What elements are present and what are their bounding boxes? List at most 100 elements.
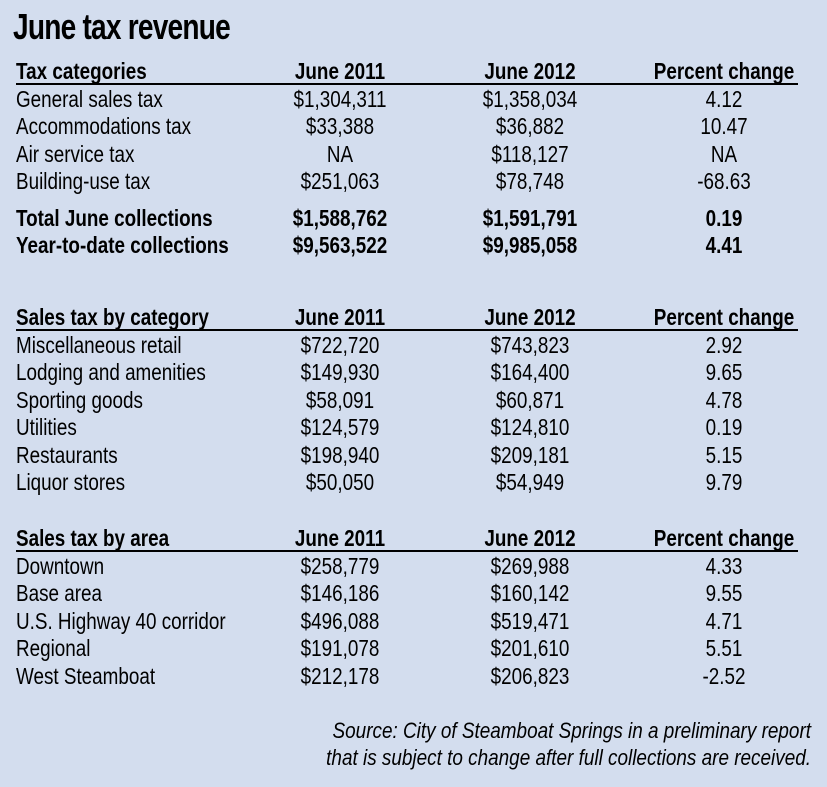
row-label: Accommodations tax xyxy=(16,113,192,139)
header-june-2011: June 2011 xyxy=(294,525,386,551)
value-2012: $164,400 xyxy=(490,359,570,385)
row-label: Downtown xyxy=(16,552,105,579)
value-2011: $124,579 xyxy=(300,414,380,440)
percent-change: 10.47 xyxy=(700,113,748,139)
value-2011: $149,930 xyxy=(300,359,380,385)
value-2012: $269,988 xyxy=(490,552,570,579)
value-2011: $722,720 xyxy=(300,331,380,358)
percent-change: 4.12 xyxy=(705,85,743,112)
header-percent-change: Percent change xyxy=(653,525,795,551)
value-2011: $1,588,762 xyxy=(292,204,388,231)
sales-tax-by-area-table: Sales tax by area June 2011 June 2012 Pe… xyxy=(0,525,827,690)
row-label: Air service tax xyxy=(16,140,135,167)
table-row: Liquor stores $50,050 $54,949 9.79 xyxy=(0,469,827,497)
percent-change: NA xyxy=(710,140,738,167)
table-row: Lodging and amenities $149,930 $164,400 … xyxy=(0,359,827,387)
percent-change: 4.33 xyxy=(705,552,743,579)
header-percent-change: Percent change xyxy=(653,58,795,84)
header-category: Sales tax by category xyxy=(16,304,209,330)
page-title: June tax revenue xyxy=(13,6,231,47)
table-header-row: Sales tax by area June 2011 June 2012 Pe… xyxy=(0,525,827,553)
table-header-row: Sales tax by category June 2011 June 201… xyxy=(0,304,827,332)
value-2011: $212,178 xyxy=(300,662,380,689)
value-2012: $201,610 xyxy=(490,635,570,661)
percent-change: 9.55 xyxy=(705,580,743,606)
value-2012: $78,748 xyxy=(495,168,565,194)
percent-change: 0.19 xyxy=(705,414,743,440)
value-2012: $519,471 xyxy=(490,607,570,634)
value-2012: $36,882 xyxy=(495,113,565,139)
row-label: Total June collections xyxy=(16,204,213,231)
value-2011: $198,940 xyxy=(300,441,380,468)
row-label: Year-to-date collections xyxy=(16,232,229,258)
header-percent-change: Percent change xyxy=(653,304,795,330)
row-label: Building-use tax xyxy=(16,168,151,194)
table-row: U.S. Highway 40 corridor $496,088 $519,4… xyxy=(0,608,827,636)
header-rule xyxy=(16,83,798,85)
percent-change: -2.52 xyxy=(702,662,746,689)
header-category: Sales tax by area xyxy=(16,525,170,551)
header-june-2012: June 2012 xyxy=(484,525,576,551)
source-note: Source: City of Steamboat Springs in a p… xyxy=(261,717,811,771)
table-row: Building-use tax $251,063 $78,748 -68.63 xyxy=(0,168,827,196)
table-row: Base area $146,186 $160,142 9.55 xyxy=(0,580,827,608)
total-row: Total June collections $1,588,762 $1,591… xyxy=(0,205,827,233)
value-2011: $33,388 xyxy=(305,113,375,139)
source-line-2: that is subject to change after full col… xyxy=(326,745,811,770)
value-2011: $50,050 xyxy=(305,469,375,495)
source-line-1: Source: City of Steamboat Springs in a p… xyxy=(332,718,811,743)
value-2012: $1,591,791 xyxy=(482,204,578,231)
value-2012: $743,823 xyxy=(490,331,570,358)
total-row: Year-to-date collections $9,563,522 $9,9… xyxy=(0,232,827,260)
value-2011: $9,563,522 xyxy=(292,232,388,258)
value-2012: $54,949 xyxy=(495,469,565,495)
tax-categories-table: Tax categories June 2011 June 2012 Perce… xyxy=(0,58,827,260)
row-label: Regional xyxy=(16,635,91,661)
row-label: General sales tax xyxy=(16,85,163,112)
table-row: Restaurants $198,940 $209,181 5.15 xyxy=(0,442,827,470)
percent-change: 4.78 xyxy=(705,386,743,413)
percent-change: 9.65 xyxy=(705,359,743,385)
value-2011: $191,078 xyxy=(300,635,380,661)
row-label: Miscellaneous retail xyxy=(16,331,182,358)
value-2012: $124,810 xyxy=(490,414,570,440)
row-label: Utilities xyxy=(16,414,77,440)
percent-change: 0.19 xyxy=(705,204,743,231)
value-2011: $251,063 xyxy=(300,168,380,194)
row-label: Lodging and amenities xyxy=(16,359,206,385)
table-row: Downtown $258,779 $269,988 4.33 xyxy=(0,553,827,581)
value-2011: NA xyxy=(326,140,354,167)
header-rule xyxy=(16,550,798,552)
header-june-2012: June 2012 xyxy=(484,304,576,330)
table-row: West Steamboat $212,178 $206,823 -2.52 xyxy=(0,663,827,691)
value-2012: $9,985,058 xyxy=(482,232,578,258)
sales-tax-by-category-table: Sales tax by category June 2011 June 201… xyxy=(0,304,827,497)
percent-change: 9.79 xyxy=(705,469,743,495)
value-2012: $209,181 xyxy=(490,441,570,468)
row-label: West Steamboat xyxy=(16,662,156,689)
percent-change: 4.71 xyxy=(705,607,743,634)
value-2012: $160,142 xyxy=(490,580,570,606)
value-2012: $118,127 xyxy=(491,140,569,167)
value-2011: $58,091 xyxy=(305,386,375,413)
row-label: Base area xyxy=(16,580,102,606)
percent-change: 2.92 xyxy=(705,331,743,358)
percent-change: -68.63 xyxy=(697,168,751,194)
table-row: Regional $191,078 $201,610 5.51 xyxy=(0,635,827,663)
value-2011: $258,779 xyxy=(300,552,380,579)
table-row: Sporting goods $58,091 $60,871 4.78 xyxy=(0,387,827,415)
value-2011: $496,088 xyxy=(300,607,380,634)
row-label: Restaurants xyxy=(16,441,118,468)
percent-change: 4.41 xyxy=(705,232,743,258)
table-row: General sales tax $1,304,311 $1,358,034 … xyxy=(0,86,827,114)
table-header-row: Tax categories June 2011 June 2012 Perce… xyxy=(0,58,827,86)
percent-change: 5.51 xyxy=(705,635,743,661)
row-label: Liquor stores xyxy=(16,469,126,495)
header-category: Tax categories xyxy=(16,58,147,84)
value-2012: $1,358,034 xyxy=(482,85,578,112)
table-row: Accommodations tax $33,388 $36,882 10.47 xyxy=(0,113,827,141)
table-row: Utilities $124,579 $124,810 0.19 xyxy=(0,414,827,442)
table-row: Miscellaneous retail $722,720 $743,823 2… xyxy=(0,332,827,360)
row-label: Sporting goods xyxy=(16,386,143,413)
header-rule xyxy=(16,329,798,331)
